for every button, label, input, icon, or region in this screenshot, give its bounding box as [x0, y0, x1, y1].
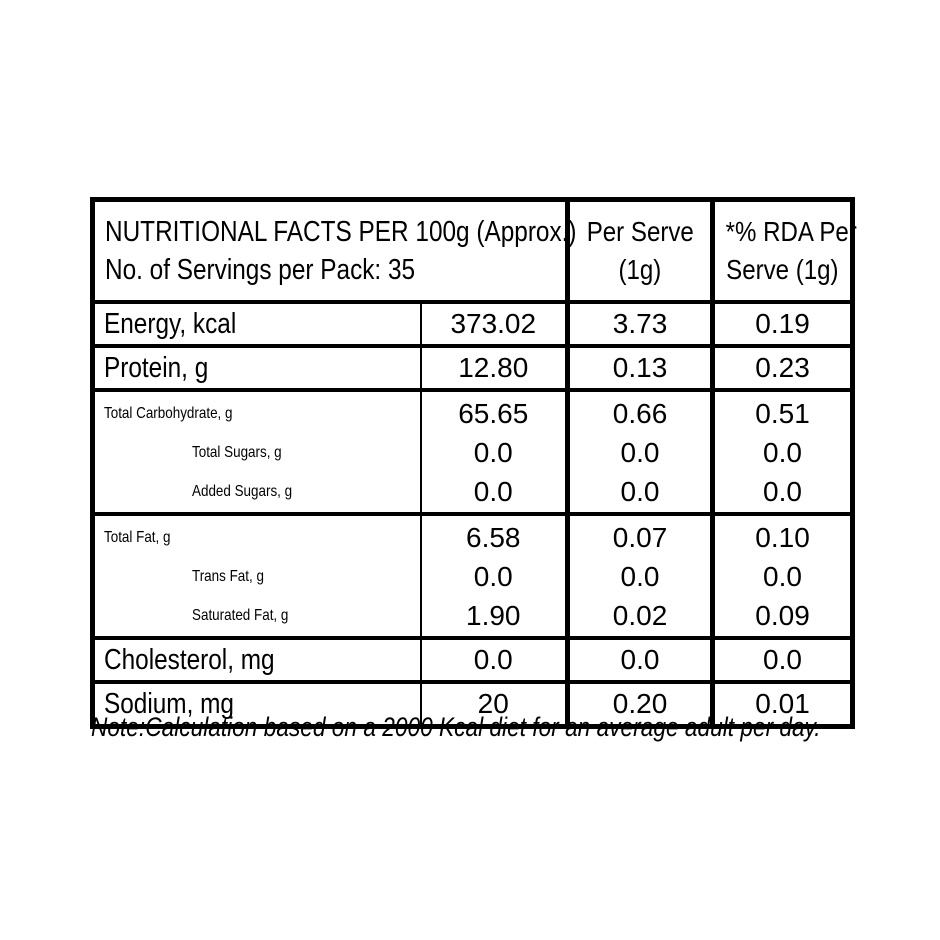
- cell-rda: 0.23: [710, 344, 853, 390]
- cell-label: Total Fat, g Trans Fat, g Saturated Fat,…: [92, 512, 421, 638]
- row-carbohydrate-group: Total Carbohydrate, g Total Sugars, g Ad…: [92, 388, 853, 514]
- col-header-per-serve: Per Serve (1g): [565, 199, 713, 302]
- cell-per-100g: 0.0: [419, 636, 568, 682]
- cell-per-100g: 20: [419, 680, 568, 727]
- cell-per-100g: 6.58 0.0 1.90: [419, 512, 568, 638]
- sub-label-added-sugars: Added Sugars, g: [192, 483, 293, 500]
- cell-label: Sodium, mg: [92, 680, 421, 727]
- table-header-row: NUTRITIONAL FACTS PER 100g (Approx.) No.…: [93, 199, 857, 303]
- row-protein: Protein, g 12.80 0.13 0.23: [92, 344, 853, 390]
- col-header-rda: *% RDA Per Serve (1g): [710, 199, 857, 302]
- cell-per-serve: 0.66 0.0 0.0: [565, 388, 713, 514]
- cell-rda: 0.01: [710, 680, 853, 727]
- cell-per-serve: 3.73: [565, 300, 713, 346]
- cell-rda: 0.0: [710, 636, 853, 682]
- cell-per-serve: 0.07 0.0 0.02: [565, 512, 713, 638]
- cell-per-serve: 0.0: [565, 636, 713, 682]
- row-cholesterol: Cholesterol, mg 0.0 0.0 0.0: [92, 636, 853, 682]
- sub-label-trans-fat: Trans Fat, g: [192, 568, 264, 585]
- row-sodium: Sodium, mg 20 0.20 0.01: [92, 680, 853, 727]
- cell-label: Total Carbohydrate, g Total Sugars, g Ad…: [92, 388, 421, 514]
- cell-label: Protein, g: [92, 344, 421, 390]
- sub-label-saturated-fat: Saturated Fat, g: [192, 607, 289, 624]
- cell-per-serve: 0.20: [565, 680, 713, 727]
- cell-rda: 0.10 0.0 0.09: [710, 512, 853, 638]
- table-header-title: NUTRITIONAL FACTS PER 100g (Approx.) No.…: [93, 200, 577, 303]
- cell-per-serve: 0.13: [565, 344, 713, 390]
- cell-per-100g: 12.80: [419, 344, 568, 390]
- row-fat-group: Total Fat, g Trans Fat, g Saturated Fat,…: [92, 512, 853, 638]
- sub-label-total-sugars: Total Sugars, g: [192, 444, 282, 461]
- footnote: Note:Calculation based on a 2000 Kcal di…: [91, 712, 821, 742]
- header-title-line1: NUTRITIONAL FACTS PER 100g (Approx.): [105, 216, 577, 248]
- nutrition-facts-table: NUTRITIONAL FACTS PER 100g (Approx.) No.…: [90, 197, 857, 729]
- cell-per-100g: 65.65 0.0 0.0: [419, 388, 568, 514]
- cell-per-100g: 373.02: [419, 300, 568, 346]
- cell-rda: 0.19: [710, 300, 853, 346]
- row-energy: Energy, kcal 373.02 3.73 0.19: [92, 300, 853, 346]
- cell-label: Cholesterol, mg: [92, 636, 421, 682]
- header-title-line2: No. of Servings per Pack: 35: [105, 254, 416, 286]
- cell-rda: 0.51 0.0 0.0: [710, 388, 853, 514]
- cell-label: Energy, kcal: [92, 300, 421, 346]
